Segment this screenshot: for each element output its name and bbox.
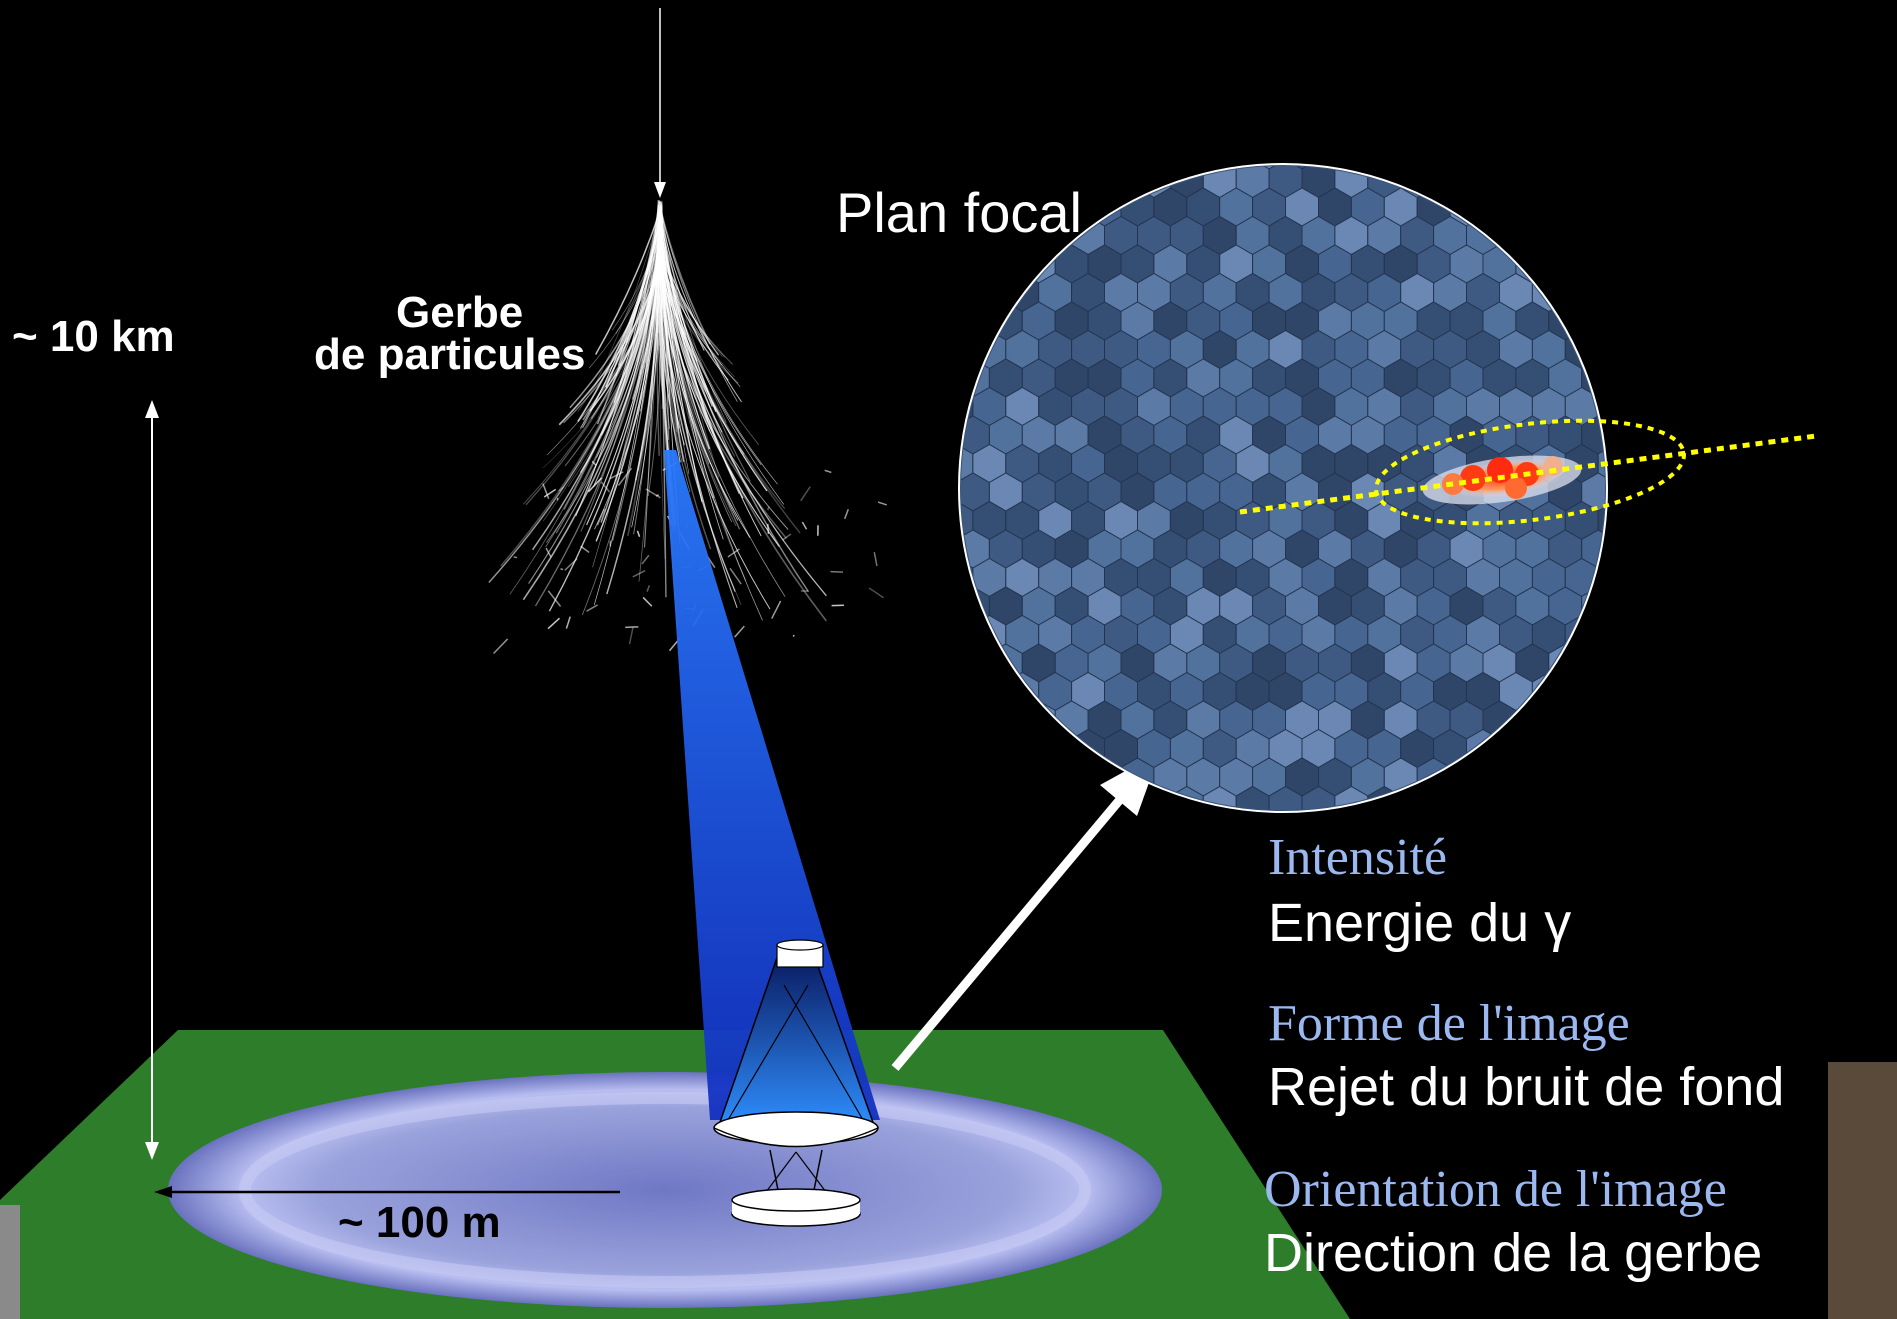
altitude-label: ~ 10 km bbox=[12, 312, 175, 361]
image-axis-line bbox=[1239, 433, 1817, 515]
zoom-arrow bbox=[891, 787, 1132, 1071]
shower-label-line1: Gerbe bbox=[396, 288, 524, 337]
light-pool bbox=[168, 1072, 1162, 1308]
ground-size-label: ~ 100 m bbox=[338, 1198, 501, 1247]
particle-shower bbox=[488, 199, 888, 655]
legend-param-shape: Forme de l'image bbox=[1268, 995, 1630, 1052]
legend-meaning-orientation: Direction de la gerbe bbox=[1264, 1223, 1763, 1283]
background-photo-strip bbox=[1828, 1062, 1897, 1319]
focal-plane-label: Plan focal bbox=[836, 181, 1082, 244]
telescope bbox=[713, 939, 879, 1227]
shower-label-line2: de particules bbox=[314, 330, 586, 379]
legend-param-orientation: Orientation de l'image bbox=[1264, 1161, 1727, 1218]
legend-meaning-intensity: Energie du γ bbox=[1268, 893, 1572, 953]
hillas-ellipse bbox=[1374, 418, 1686, 526]
cherenkov-light-cone bbox=[664, 450, 880, 1120]
legend-meaning-shape: Rejet du bruit de fond bbox=[1268, 1057, 1785, 1117]
legend-param-intensity: Intensité bbox=[1268, 829, 1448, 886]
